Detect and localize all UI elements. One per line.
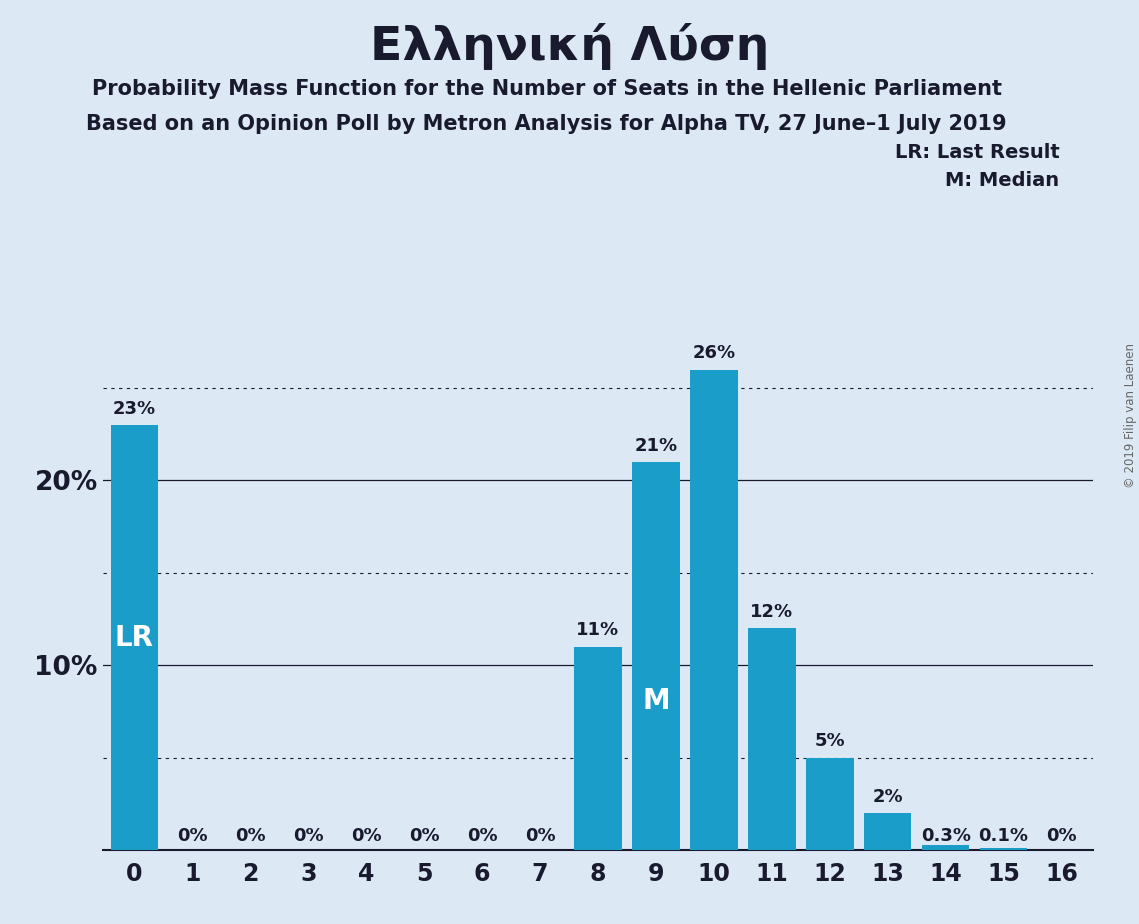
Text: © 2019 Filip van Laenen: © 2019 Filip van Laenen xyxy=(1124,344,1137,488)
Text: LR: Last Result: LR: Last Result xyxy=(894,143,1059,163)
Text: 0.3%: 0.3% xyxy=(920,827,970,845)
Text: Based on an Opinion Poll by Metron Analysis for Alpha TV, 27 June–1 July 2019: Based on an Opinion Poll by Metron Analy… xyxy=(87,114,1007,134)
Bar xyxy=(632,462,680,850)
Bar xyxy=(806,758,853,850)
Text: 0%: 0% xyxy=(409,827,440,845)
Bar xyxy=(574,647,622,850)
Text: 11%: 11% xyxy=(576,622,620,639)
Text: 21%: 21% xyxy=(634,437,678,455)
Text: 23%: 23% xyxy=(113,400,156,418)
Text: M: M xyxy=(642,687,670,715)
Text: 0%: 0% xyxy=(235,827,265,845)
Text: 5%: 5% xyxy=(814,733,845,750)
Text: Probability Mass Function for the Number of Seats in the Hellenic Parliament: Probability Mass Function for the Number… xyxy=(92,79,1001,99)
Bar xyxy=(865,813,911,850)
Bar xyxy=(110,425,158,850)
Text: 0%: 0% xyxy=(351,827,382,845)
Text: 2%: 2% xyxy=(872,788,903,806)
Text: M: Median: M: Median xyxy=(945,171,1059,190)
Bar xyxy=(748,628,795,850)
Bar xyxy=(980,848,1027,850)
Text: 0%: 0% xyxy=(177,827,207,845)
Text: LR: LR xyxy=(115,624,154,651)
Text: 0%: 0% xyxy=(467,827,498,845)
Bar xyxy=(921,845,969,850)
Text: 26%: 26% xyxy=(693,345,736,362)
Text: 0%: 0% xyxy=(525,827,556,845)
Text: Ελληνική Λύση: Ελληνική Λύση xyxy=(370,23,769,70)
Text: 0%: 0% xyxy=(293,827,323,845)
Text: 12%: 12% xyxy=(751,603,794,621)
Bar xyxy=(690,370,738,850)
Text: 0%: 0% xyxy=(1047,827,1076,845)
Text: 0.1%: 0.1% xyxy=(978,827,1029,845)
